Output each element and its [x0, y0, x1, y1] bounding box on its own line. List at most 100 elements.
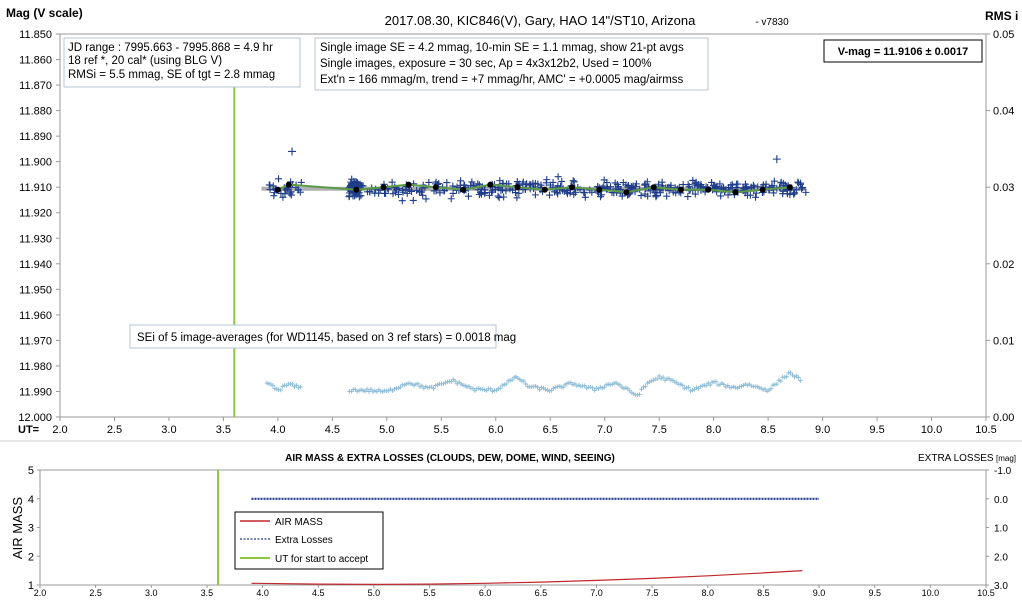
bottom-x-tick-label: 7.5	[646, 588, 659, 598]
single-image-point	[475, 191, 483, 199]
x-tick-label: 8.5	[760, 424, 775, 436]
bottom-y-left-label: AIR MASS	[10, 497, 25, 559]
rms-point	[617, 382, 623, 387]
y-left-tick-label: 11.970	[19, 335, 52, 347]
rms-point	[290, 381, 295, 387]
bottom-x-tick-label: 10.5	[977, 588, 995, 598]
single-image-point	[580, 189, 588, 197]
single-image-point	[345, 192, 353, 200]
rms-point	[582, 383, 587, 388]
y-left-tick-label: 11.960	[19, 310, 52, 322]
rms-point	[778, 378, 783, 384]
bottom-x-tick-label: 6.0	[479, 588, 492, 598]
single-image-point	[485, 191, 493, 199]
single-image-point	[502, 187, 510, 195]
rms-point	[784, 374, 789, 379]
single-image-point	[358, 182, 366, 190]
average-point	[596, 186, 603, 193]
single-image-point	[798, 185, 806, 193]
single-image-point	[398, 197, 406, 205]
single-image-point	[768, 181, 776, 189]
y-left-tick-label: 11.980	[19, 361, 52, 373]
average-point	[732, 189, 739, 196]
y-left-tick-label: 11.910	[19, 182, 52, 194]
sei-value: SEi of 5 image-averages (for WD1145, bas…	[137, 332, 516, 344]
rms-point	[415, 381, 421, 387]
single-image-point	[569, 177, 577, 185]
rms-point	[488, 386, 493, 391]
rms-point	[655, 376, 660, 382]
average-point	[623, 189, 630, 196]
average-point	[460, 186, 467, 193]
single-image-point	[554, 190, 562, 198]
rms-point	[537, 387, 542, 392]
single-image-point	[554, 173, 562, 181]
single-image-point	[637, 192, 645, 200]
rms-point	[398, 385, 403, 390]
legend-label-extra-losses: Extra Losses	[275, 535, 333, 546]
single-image-point	[282, 186, 290, 194]
y-left-tick-label: 11.990	[19, 386, 52, 398]
single-image-point	[288, 147, 297, 156]
rms-point	[362, 389, 368, 394]
rms-point	[270, 383, 276, 388]
rms-point	[449, 379, 454, 384]
single-image-point	[464, 192, 472, 200]
single-image-point	[498, 186, 506, 194]
bottom-x-tick-label: 4.5	[312, 588, 325, 598]
se-info-box: Single image SE = 4.2 mmag, 10-min SE = …	[314, 37, 709, 91]
rms-point	[523, 381, 529, 387]
single-image-point	[691, 190, 699, 198]
y-left-tick-label: 11.940	[19, 259, 52, 271]
single-image-point	[489, 187, 497, 195]
bottom-y-left-tick-label: 3	[28, 523, 34, 535]
rms-point	[768, 386, 774, 391]
y-left-tick-label: 11.920	[19, 208, 52, 220]
single-image-point	[779, 179, 787, 187]
y-left-tick-label: 11.860	[19, 55, 52, 67]
single-image-point	[542, 179, 550, 187]
single-image-point	[611, 179, 619, 187]
x-tick-label: 5.0	[379, 424, 394, 436]
bottom-x-tick-label: 9.0	[813, 588, 826, 598]
jd-info-box: JD range : 7995.663 - 7995.868 = 4.9 hr …	[63, 37, 301, 88]
x-tick-label: 10.5	[975, 424, 996, 436]
rms-point	[535, 384, 540, 390]
single-image-point	[509, 186, 517, 194]
single-image-point	[717, 192, 725, 200]
top-axis-ticks: 2.0 2.5 3.0 3.5 4.0 4.5 5.0 5.5 6.0 6.5 7.0 7.5 8.0 8…	[18, 29, 1014, 436]
x-tick-label: 6.5	[543, 424, 558, 436]
top-plot-marks	[233, 84, 810, 417]
bottom-x-tick-label: 10.0	[922, 588, 940, 598]
single-image-point	[279, 193, 287, 201]
bottom-axis-ticks: 2.0 2.5 3.0 3.5 4.0 4.5 5.0 5.5 6.0 6.5 7.0 7.5 8.0 8…	[28, 465, 1012, 598]
single-image-point	[413, 186, 421, 194]
rms-point	[560, 385, 566, 390]
y-right-tick-label: 0.03	[993, 182, 1014, 194]
bottom-x-tick-label: 5.0	[368, 588, 381, 598]
x-tick-label: 8.0	[706, 424, 721, 436]
single-image-point	[422, 195, 430, 203]
bottom-y-left-tick-label: 4	[28, 494, 34, 506]
single-image-point	[572, 188, 580, 196]
y-left-tick-label: 11.850	[19, 29, 52, 41]
bottom-x-tick-label: 8.0	[702, 588, 715, 598]
rms-point	[590, 385, 595, 390]
single-image-point	[449, 189, 457, 197]
average-point	[285, 181, 292, 188]
single-image-point	[500, 193, 508, 201]
rms-point	[278, 387, 283, 393]
rms-point	[721, 382, 727, 387]
x-tick-label: 9.0	[815, 424, 830, 436]
bottom-legend: AIR MASS Extra Losses UT for start to ac…	[234, 511, 384, 570]
single-image-point	[419, 191, 427, 199]
rms-point	[509, 377, 515, 383]
average-point	[569, 184, 576, 191]
x-tick-label: 3.0	[161, 424, 176, 436]
rms-point	[368, 387, 374, 392]
single-image-point	[281, 190, 289, 198]
single-image-point	[692, 178, 700, 186]
chart-title: 2017.08.30, KIC846(V), Gary, HAO 14"/ST1…	[385, 13, 697, 28]
rms-point	[643, 384, 648, 389]
single-image-point	[435, 179, 443, 187]
